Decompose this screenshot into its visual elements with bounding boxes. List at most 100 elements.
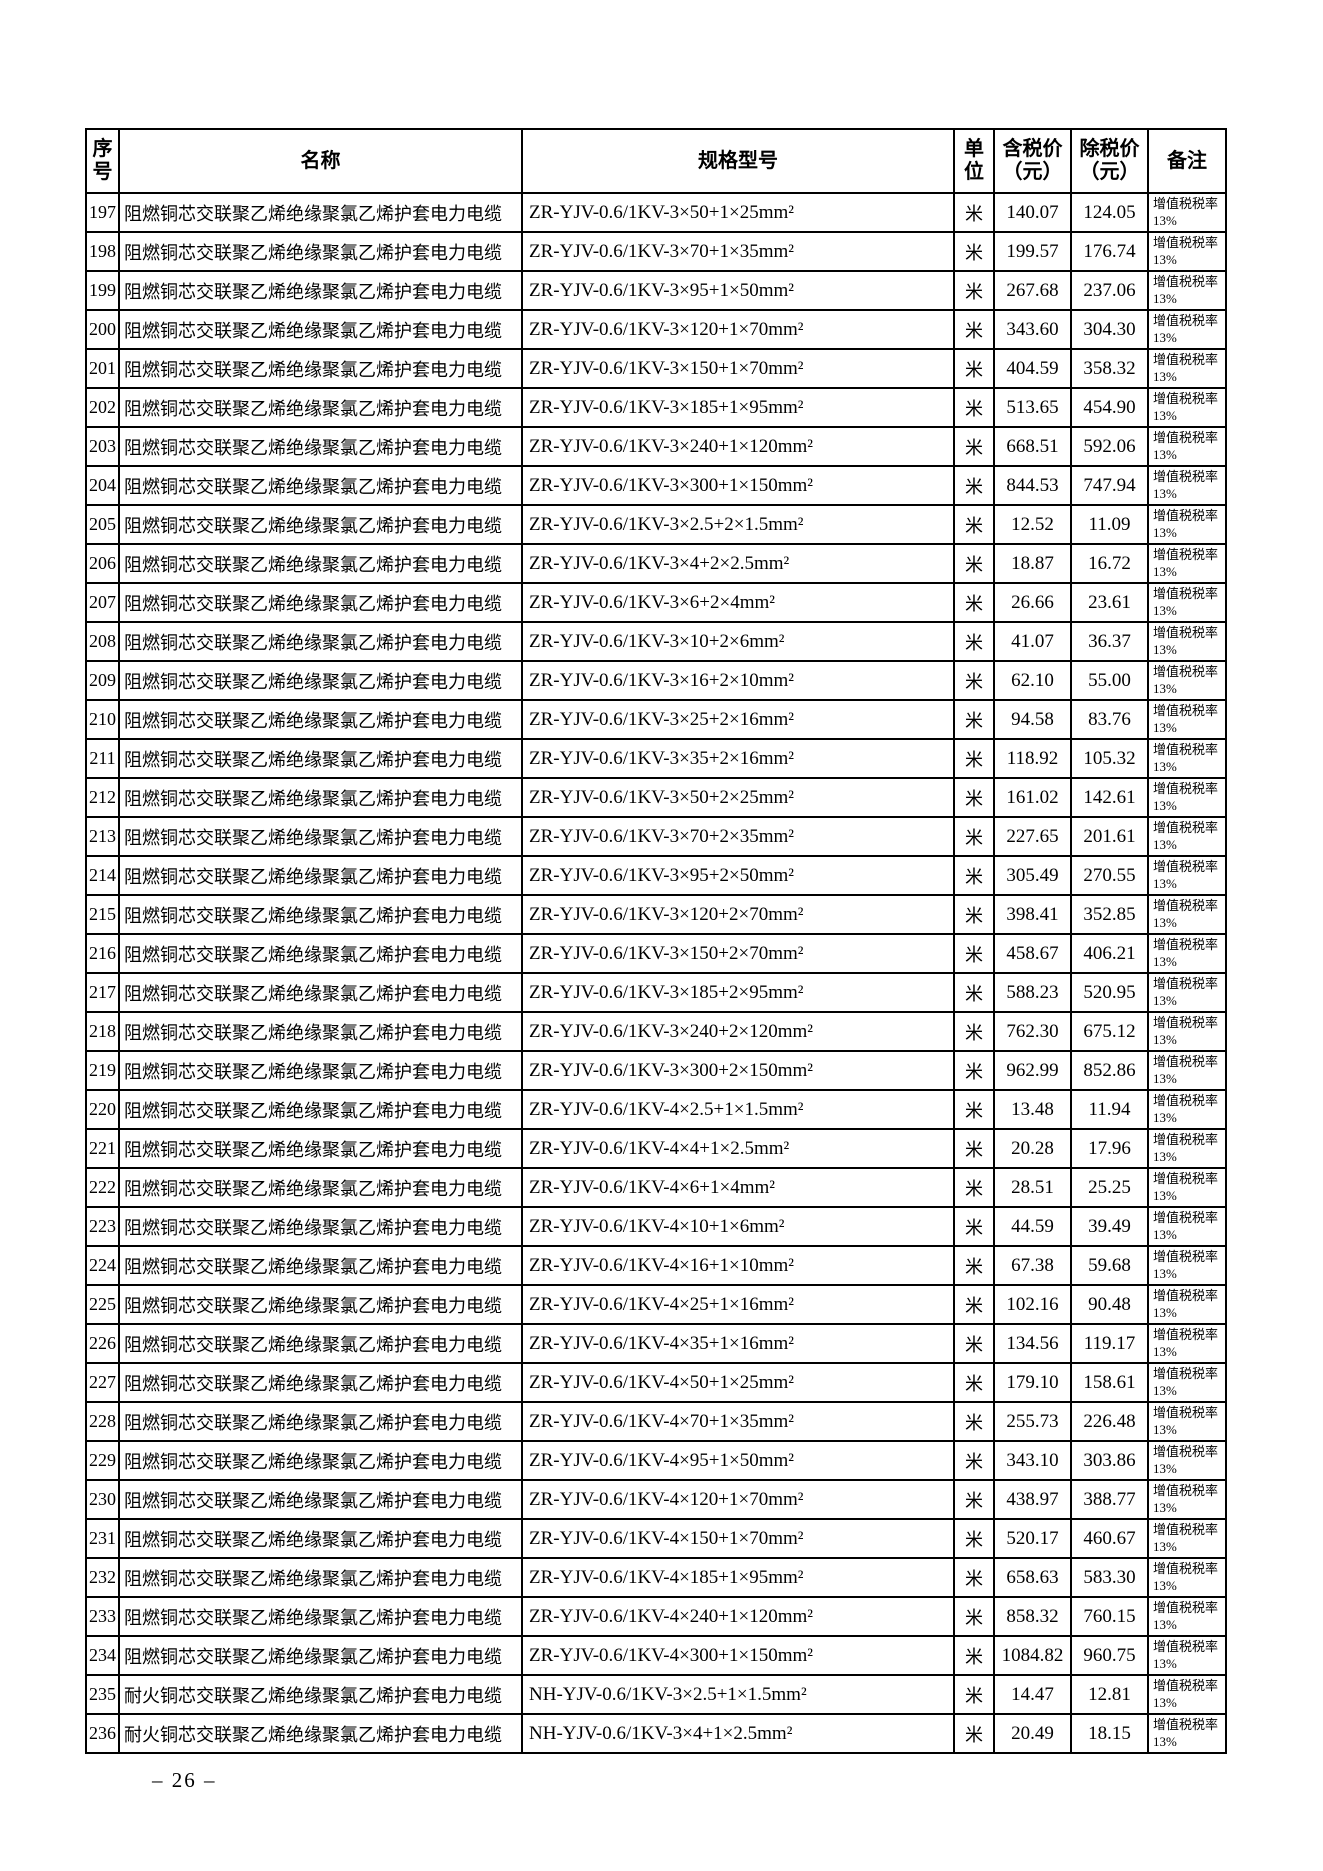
- spec-cell: ZR-YJV-0.6/1KV-3×150+1×70mm²: [521, 348, 955, 389]
- table-row: 209 阻燃铜芯交联聚乙烯绝缘聚氯乙烯护套电力电缆 ZR-YJV-0.6/1KV…: [85, 660, 1227, 701]
- table-row: 197 阻燃铜芯交联聚乙烯绝缘聚氯乙烯护套电力电缆 ZR-YJV-0.6/1KV…: [85, 192, 1227, 233]
- price-excl-cell: 388.77: [1070, 1479, 1149, 1520]
- price-incl-cell: 255.73: [993, 1401, 1072, 1442]
- name-cell: 阻燃铜芯交联聚乙烯绝缘聚氯乙烯护套电力电缆: [118, 270, 523, 311]
- price-excl-cell: 142.61: [1070, 777, 1149, 818]
- name-cell: 阻燃铜芯交联聚乙烯绝缘聚氯乙烯护套电力电缆: [118, 1050, 523, 1091]
- unit-cell: 米: [953, 1011, 995, 1052]
- table-row: 227 阻燃铜芯交联聚乙烯绝缘聚氯乙烯护套电力电缆 ZR-YJV-0.6/1KV…: [85, 1362, 1227, 1403]
- remark-cell: 增值税税率13%: [1147, 1713, 1227, 1754]
- header-row: 序 号 名称 规格型号 单 位 含税价 （元） 除税价 （元） 备注: [85, 128, 1227, 194]
- name-cell: 阻燃铜芯交联聚乙烯绝缘聚氯乙烯护套电力电缆: [118, 1089, 523, 1130]
- price-incl-cell: 588.23: [993, 972, 1072, 1013]
- index-cell: 202: [85, 387, 120, 428]
- index-cell: 215: [85, 894, 120, 935]
- table-row: 198 阻燃铜芯交联聚乙烯绝缘聚氯乙烯护套电力电缆 ZR-YJV-0.6/1KV…: [85, 231, 1227, 272]
- remark-cell: 增值税税率13%: [1147, 855, 1227, 896]
- spec-cell: ZR-YJV-0.6/1KV-3×70+2×35mm²: [521, 816, 955, 857]
- spec-cell: ZR-YJV-0.6/1KV-4×2.5+1×1.5mm²: [521, 1089, 955, 1130]
- price-incl-cell: 513.65: [993, 387, 1072, 428]
- price-incl-cell: 438.97: [993, 1479, 1072, 1520]
- price-excl-cell: 760.15: [1070, 1596, 1149, 1637]
- unit-cell: 米: [953, 348, 995, 389]
- price-incl-cell: 161.02: [993, 777, 1072, 818]
- spec-cell: NH-YJV-0.6/1KV-3×2.5+1×1.5mm²: [521, 1674, 955, 1715]
- name-cell: 阻燃铜芯交联聚乙烯绝缘聚氯乙烯护套电力电缆: [118, 972, 523, 1013]
- remark-cell: 增值税税率13%: [1147, 1518, 1227, 1559]
- unit-cell: 米: [953, 1401, 995, 1442]
- table-row: 234 阻燃铜芯交联聚乙烯绝缘聚氯乙烯护套电力电缆 ZR-YJV-0.6/1KV…: [85, 1635, 1227, 1676]
- remark-cell: 增值税税率13%: [1147, 933, 1227, 974]
- price-incl-cell: 404.59: [993, 348, 1072, 389]
- index-cell: 219: [85, 1050, 120, 1091]
- name-cell: 阻燃铜芯交联聚乙烯绝缘聚氯乙烯护套电力电缆: [118, 1362, 523, 1403]
- price-incl-cell: 102.16: [993, 1284, 1072, 1325]
- price-incl-cell: 267.68: [993, 270, 1072, 311]
- page-number: – 26 –: [152, 1768, 217, 1792]
- price-incl-cell: 12.52: [993, 504, 1072, 545]
- remark-cell: 增值税税率13%: [1147, 387, 1227, 428]
- name-cell: 阻燃铜芯交联聚乙烯绝缘聚氯乙烯护套电力电缆: [118, 543, 523, 584]
- name-cell: 阻燃铜芯交联聚乙烯绝缘聚氯乙烯护套电力电缆: [118, 231, 523, 272]
- name-cell: 阻燃铜芯交联聚乙烯绝缘聚氯乙烯护套电力电缆: [118, 1284, 523, 1325]
- price-excl-cell: 358.32: [1070, 348, 1149, 389]
- price-excl-cell: 460.67: [1070, 1518, 1149, 1559]
- name-cell: 阻燃铜芯交联聚乙烯绝缘聚氯乙烯护套电力电缆: [118, 1167, 523, 1208]
- price-incl-cell: 41.07: [993, 621, 1072, 662]
- price-excl-cell: 158.61: [1070, 1362, 1149, 1403]
- index-cell: 232: [85, 1557, 120, 1598]
- index-cell: 222: [85, 1167, 120, 1208]
- table-row: 214 阻燃铜芯交联聚乙烯绝缘聚氯乙烯护套电力电缆 ZR-YJV-0.6/1KV…: [85, 855, 1227, 896]
- spec-cell: ZR-YJV-0.6/1KV-3×120+1×70mm²: [521, 309, 955, 350]
- table-row: 203 阻燃铜芯交联聚乙烯绝缘聚氯乙烯护套电力电缆 ZR-YJV-0.6/1KV…: [85, 426, 1227, 467]
- price-excl-cell: 23.61: [1070, 582, 1149, 623]
- unit-cell: 米: [953, 1596, 995, 1637]
- unit-cell: 米: [953, 1479, 995, 1520]
- price-incl-cell: 134.56: [993, 1323, 1072, 1364]
- price-incl-cell: 94.58: [993, 699, 1072, 740]
- index-cell: 199: [85, 270, 120, 311]
- price-excl-cell: 352.85: [1070, 894, 1149, 935]
- price-excl-cell: 583.30: [1070, 1557, 1149, 1598]
- name-cell: 阻燃铜芯交联聚乙烯绝缘聚氯乙烯护套电力电缆: [118, 504, 523, 545]
- name-cell: 阻燃铜芯交联聚乙烯绝缘聚氯乙烯护套电力电缆: [118, 465, 523, 506]
- price-incl-cell: 668.51: [993, 426, 1072, 467]
- price-excl-cell: 119.17: [1070, 1323, 1149, 1364]
- spec-cell: ZR-YJV-0.6/1KV-3×35+2×16mm²: [521, 738, 955, 779]
- unit-cell: 米: [953, 1167, 995, 1208]
- price-excl-cell: 454.90: [1070, 387, 1149, 428]
- index-cell: 200: [85, 309, 120, 350]
- price-excl-cell: 11.94: [1070, 1089, 1149, 1130]
- index-cell: 235: [85, 1674, 120, 1715]
- price-incl-cell: 140.07: [993, 192, 1072, 233]
- index-cell: 220: [85, 1089, 120, 1130]
- table-row: 215 阻燃铜芯交联聚乙烯绝缘聚氯乙烯护套电力电缆 ZR-YJV-0.6/1KV…: [85, 894, 1227, 935]
- spec-cell: ZR-YJV-0.6/1KV-4×35+1×16mm²: [521, 1323, 955, 1364]
- table-row: 213 阻燃铜芯交联聚乙烯绝缘聚氯乙烯护套电力电缆 ZR-YJV-0.6/1KV…: [85, 816, 1227, 857]
- unit-cell: 米: [953, 1362, 995, 1403]
- price-incl-cell: 1084.82: [993, 1635, 1072, 1676]
- remark-cell: 增值税税率13%: [1147, 348, 1227, 389]
- table-row: 201 阻燃铜芯交联聚乙烯绝缘聚氯乙烯护套电力电缆 ZR-YJV-0.6/1KV…: [85, 348, 1227, 389]
- spec-cell: ZR-YJV-0.6/1KV-3×6+2×4mm²: [521, 582, 955, 623]
- unit-cell: 米: [953, 816, 995, 857]
- unit-cell: 米: [953, 192, 995, 233]
- remark-cell: 增值税税率13%: [1147, 972, 1227, 1013]
- price-excl-cell: 39.49: [1070, 1206, 1149, 1247]
- remark-cell: 增值税税率13%: [1147, 1128, 1227, 1169]
- price-excl-cell: 17.96: [1070, 1128, 1149, 1169]
- price-excl-cell: 105.32: [1070, 738, 1149, 779]
- name-cell: 阻燃铜芯交联聚乙烯绝缘聚氯乙烯护套电力电缆: [118, 192, 523, 233]
- spec-cell: ZR-YJV-0.6/1KV-3×2.5+2×1.5mm²: [521, 504, 955, 545]
- price-incl-cell: 343.10: [993, 1440, 1072, 1481]
- index-cell: 226: [85, 1323, 120, 1364]
- table-row: 204 阻燃铜芯交联聚乙烯绝缘聚氯乙烯护套电力电缆 ZR-YJV-0.6/1KV…: [85, 465, 1227, 506]
- index-cell: 230: [85, 1479, 120, 1520]
- price-incl-cell: 14.47: [993, 1674, 1072, 1715]
- table-row: 235 耐火铜芯交联聚乙烯绝缘聚氯乙烯护套电力电缆 NH-YJV-0.6/1KV…: [85, 1674, 1227, 1715]
- unit-cell: 米: [953, 582, 995, 623]
- index-cell: 198: [85, 231, 120, 272]
- index-cell: 221: [85, 1128, 120, 1169]
- unit-cell: 米: [953, 855, 995, 896]
- table-row: 216 阻燃铜芯交联聚乙烯绝缘聚氯乙烯护套电力电缆 ZR-YJV-0.6/1KV…: [85, 933, 1227, 974]
